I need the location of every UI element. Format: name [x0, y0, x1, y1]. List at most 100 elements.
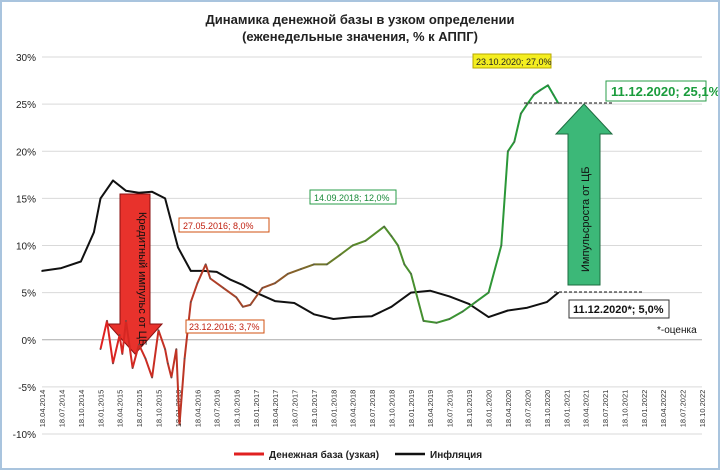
data-point — [520, 112, 522, 115]
data-point — [351, 244, 354, 247]
x-tick-label: 18.04.2018 — [349, 390, 358, 428]
y-tick-label: 15% — [16, 194, 36, 205]
data-point — [526, 103, 529, 105]
data-point — [397, 244, 399, 247]
data-point — [313, 313, 315, 316]
data-point — [487, 316, 490, 318]
data-point — [178, 423, 181, 426]
data-point — [175, 348, 178, 350]
data-point — [339, 254, 341, 256]
x-tick-label: 18.04.2016 — [193, 390, 202, 428]
data-point — [500, 244, 503, 247]
data-point — [164, 348, 166, 350]
data-point — [390, 305, 393, 308]
x-tick-label: 18.07.2014 — [57, 390, 66, 428]
svg-text:11.12.2020; 25,1%: 11.12.2020; 25,1% — [611, 84, 718, 99]
data-point — [300, 268, 302, 270]
data-point — [364, 239, 367, 242]
y-tick-label: 10% — [16, 242, 36, 253]
x-tick-label: 18.07.2021 — [601, 390, 610, 428]
x-tick-label: 18.01.2020 — [485, 390, 494, 428]
data-point — [326, 263, 328, 266]
data-point — [390, 235, 393, 237]
data-point — [410, 272, 412, 275]
data-point — [189, 301, 192, 303]
chart-title: Динамика денежной базы в узком определен… — [205, 12, 515, 27]
x-tick-label: 18.04.2019 — [426, 390, 435, 428]
data-point — [222, 287, 225, 289]
data-point — [151, 376, 153, 379]
annotation-last-base: 11.12.2020; 25,1% — [605, 80, 718, 102]
x-tick-label: 18.07.2019 — [445, 390, 454, 428]
x-tick-label: 18.07.2017 — [290, 390, 299, 428]
annotation-trough-2016: 23.12.2016; 3,7% — [185, 319, 265, 334]
x-tick-label: 18.07.2022 — [678, 390, 687, 428]
data-point — [274, 300, 276, 302]
svg-text:14.09.2018; 12,0%: 14.09.2018; 12,0% — [314, 193, 390, 203]
data-point — [151, 190, 153, 193]
annotation-last-inflation: 11.12.2020*; 5,0% — [568, 299, 670, 319]
data-point — [164, 197, 166, 200]
x-tick-label: 18.04.2014 — [38, 390, 47, 428]
legend: Денежная база (узкая) Инфляция — [234, 449, 482, 461]
data-point — [189, 270, 192, 272]
x-tick-label: 18.01.2019 — [407, 390, 416, 428]
data-point — [215, 271, 218, 273]
data-point — [429, 289, 431, 292]
data-point — [131, 367, 134, 369]
data-point — [112, 362, 114, 365]
x-tick-label: 18.01.2015 — [96, 390, 105, 428]
y-tick-label: -5% — [18, 383, 36, 394]
data-point — [487, 291, 490, 294]
data-point — [99, 197, 102, 200]
x-tick-label: 18.10.2016 — [232, 390, 241, 428]
chart-subtitle: (еженедельные значения, % к АППГ) — [242, 29, 478, 44]
data-point — [448, 295, 451, 298]
y-tick-label: 5% — [22, 289, 37, 300]
legend-label-inflation: Инфляция — [430, 449, 482, 461]
annotation-peak-2016: 27.05.2016; 8,0% — [178, 217, 270, 233]
data-point — [204, 263, 207, 266]
data-point — [125, 190, 127, 192]
data-point — [242, 305, 244, 308]
x-tick-label: 18.10.2019 — [465, 390, 474, 428]
data-point — [121, 353, 124, 355]
data-point — [41, 270, 43, 272]
x-tick-label: 18.01.2021 — [562, 390, 571, 428]
annotation-peak-2020: 23.10.2020; 27,0% — [472, 53, 552, 69]
x-tick-label: 18.10.2020 — [543, 390, 552, 428]
data-point — [138, 343, 140, 346]
data-point — [261, 287, 264, 289]
data-point — [422, 320, 425, 322]
data-point — [255, 291, 257, 294]
x-tick-label: 18.04.2015 — [116, 390, 125, 428]
x-tick-label: 18.07.2020 — [523, 390, 532, 428]
data-point — [435, 321, 438, 324]
data-point — [249, 304, 252, 306]
data-point — [526, 306, 529, 309]
data-point — [383, 225, 386, 228]
data-point — [209, 277, 212, 280]
svg-text:23.10.2020; 27,0%: 23.10.2020; 27,0% — [476, 57, 552, 67]
x-tick-label: 18.10.2022 — [698, 390, 707, 428]
data-point — [80, 260, 82, 263]
svg-text:23.12.2016; 3,7%: 23.12.2016; 3,7% — [189, 322, 260, 332]
x-tick-label: 18.01.2018 — [329, 390, 338, 428]
growth-impulse-arrow: Импульсроста от ЦБ — [554, 103, 614, 286]
data-point — [229, 278, 231, 281]
data-point — [557, 102, 560, 104]
data-point — [351, 316, 354, 318]
data-point — [293, 302, 296, 304]
data-point — [170, 376, 173, 379]
data-point — [507, 150, 509, 153]
svg-text:11.12.2020*; 5,0%: 11.12.2020*; 5,0% — [573, 304, 664, 316]
data-point — [157, 329, 160, 332]
y-tick-label: 0% — [22, 336, 37, 347]
data-point — [410, 291, 412, 294]
data-point — [274, 282, 276, 285]
data-point — [118, 334, 121, 336]
series-line — [99, 84, 560, 426]
data-point — [93, 231, 95, 234]
data-point — [468, 303, 470, 305]
